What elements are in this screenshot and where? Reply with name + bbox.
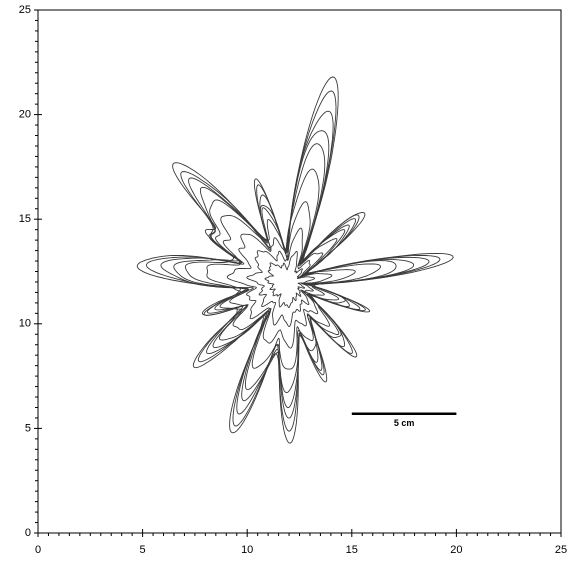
x-tick-label: 20 <box>450 544 462 556</box>
x-tick-label: 15 <box>346 544 358 556</box>
growth-pattern <box>136 76 454 444</box>
growth-contour <box>226 201 356 349</box>
y-tick-label: 10 <box>19 318 31 330</box>
y-tick-label: 20 <box>19 109 31 121</box>
y-tick-label: 25 <box>19 4 31 16</box>
scale-bar-label: 5 cm <box>394 418 415 428</box>
growth-contour <box>160 110 430 419</box>
x-tick-label: 5 <box>140 544 146 556</box>
growth-contour <box>146 90 441 432</box>
x-tick-label: 0 <box>35 544 41 556</box>
y-tick-label: 5 <box>25 422 31 434</box>
x-tick-label: 10 <box>241 544 253 556</box>
growth-contour <box>136 76 454 444</box>
plot-frame <box>37 9 562 534</box>
growth-contour <box>246 227 333 327</box>
x-tick-label: 25 <box>555 544 567 556</box>
y-tick-label: 0 <box>25 527 31 539</box>
growth-contour <box>264 250 316 308</box>
y-tick-label: 15 <box>19 213 31 225</box>
